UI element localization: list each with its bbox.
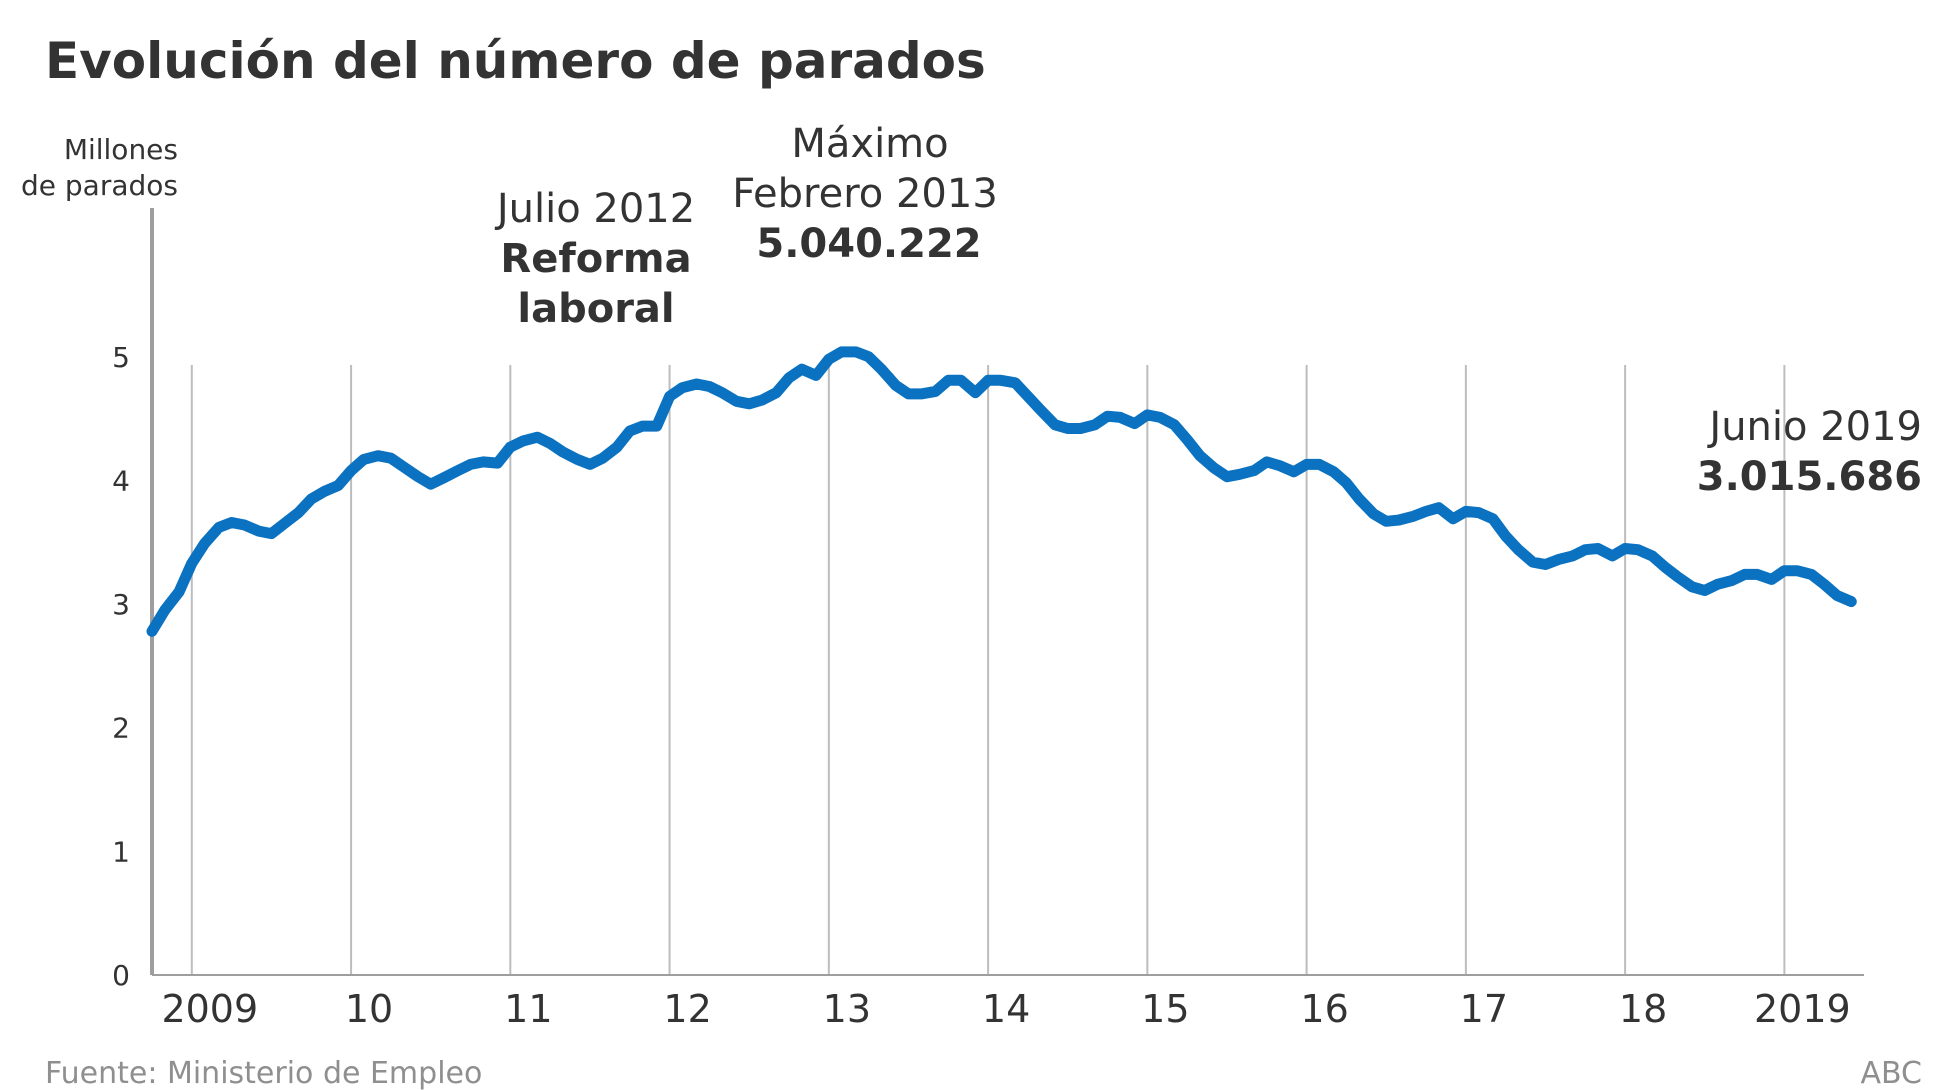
publisher-credit: ABC (1860, 1056, 1922, 1090)
x-tick-label-12: 12 (663, 987, 711, 1031)
y-tick-label-4: 4 (112, 464, 130, 497)
annotation-maximo-label: Máximo (791, 121, 948, 167)
y-tick-label-2: 2 (112, 712, 130, 745)
annotation-maximo-value: 5.040.222 (756, 221, 981, 267)
x-tick-label-11: 11 (504, 987, 552, 1031)
annotation-reforma-laboral: Julio 2012 Reforma laboral (494, 186, 695, 332)
x-tick-labels: 2009 10 11 12 13 14 15 16 17 18 2019 (161, 987, 1850, 1031)
annotation-junio-date: Junio 2019 (1706, 404, 1922, 450)
x-tick-label-15: 15 (1141, 987, 1189, 1031)
axes (150, 208, 1864, 976)
y-tick-label-5: 5 (112, 341, 130, 374)
annotation-junio-value: 3.015.686 (1697, 454, 1922, 500)
annotation-reforma-label-line-1: Reforma (500, 236, 691, 282)
annotation-junio-2019: Junio 2019 3.015.686 (1697, 404, 1922, 500)
x-tick-label-10: 10 (345, 987, 393, 1031)
y-axis-label-line-1: Millones (64, 133, 178, 166)
y-tick-label-3: 3 (112, 588, 130, 621)
annotation-reforma-date: Julio 2012 (494, 186, 695, 232)
annotation-maximo: Máximo Febrero 2013 5.040.222 (732, 121, 998, 267)
x-tick-label-16: 16 (1300, 987, 1348, 1031)
grid-lines (190, 365, 1786, 975)
annotation-maximo-date: Febrero 2013 (732, 171, 998, 217)
y-tick-label-0: 0 (112, 959, 130, 992)
y-tick-label-1: 1 (112, 835, 130, 868)
y-tick-labels: 0 1 2 3 4 5 (112, 341, 130, 992)
x-tick-label-17: 17 (1460, 987, 1508, 1031)
chart-title: Evolución del número de parados (45, 32, 986, 90)
x-tick-label-2019: 2019 (1754, 987, 1851, 1031)
series-layer (146, 346, 1857, 637)
series-line-0 (146, 346, 1857, 637)
x-tick-label-2009: 2009 (161, 987, 258, 1031)
x-tick-label-14: 14 (982, 987, 1030, 1031)
source-note: Fuente: Ministerio de Empleo (45, 1056, 482, 1090)
annotation-reforma-label-line-2: laboral (517, 286, 674, 332)
x-tick-label-13: 13 (823, 987, 871, 1031)
x-tick-label-18: 18 (1619, 987, 1667, 1031)
y-axis-label-line-2: de parados (21, 169, 178, 202)
